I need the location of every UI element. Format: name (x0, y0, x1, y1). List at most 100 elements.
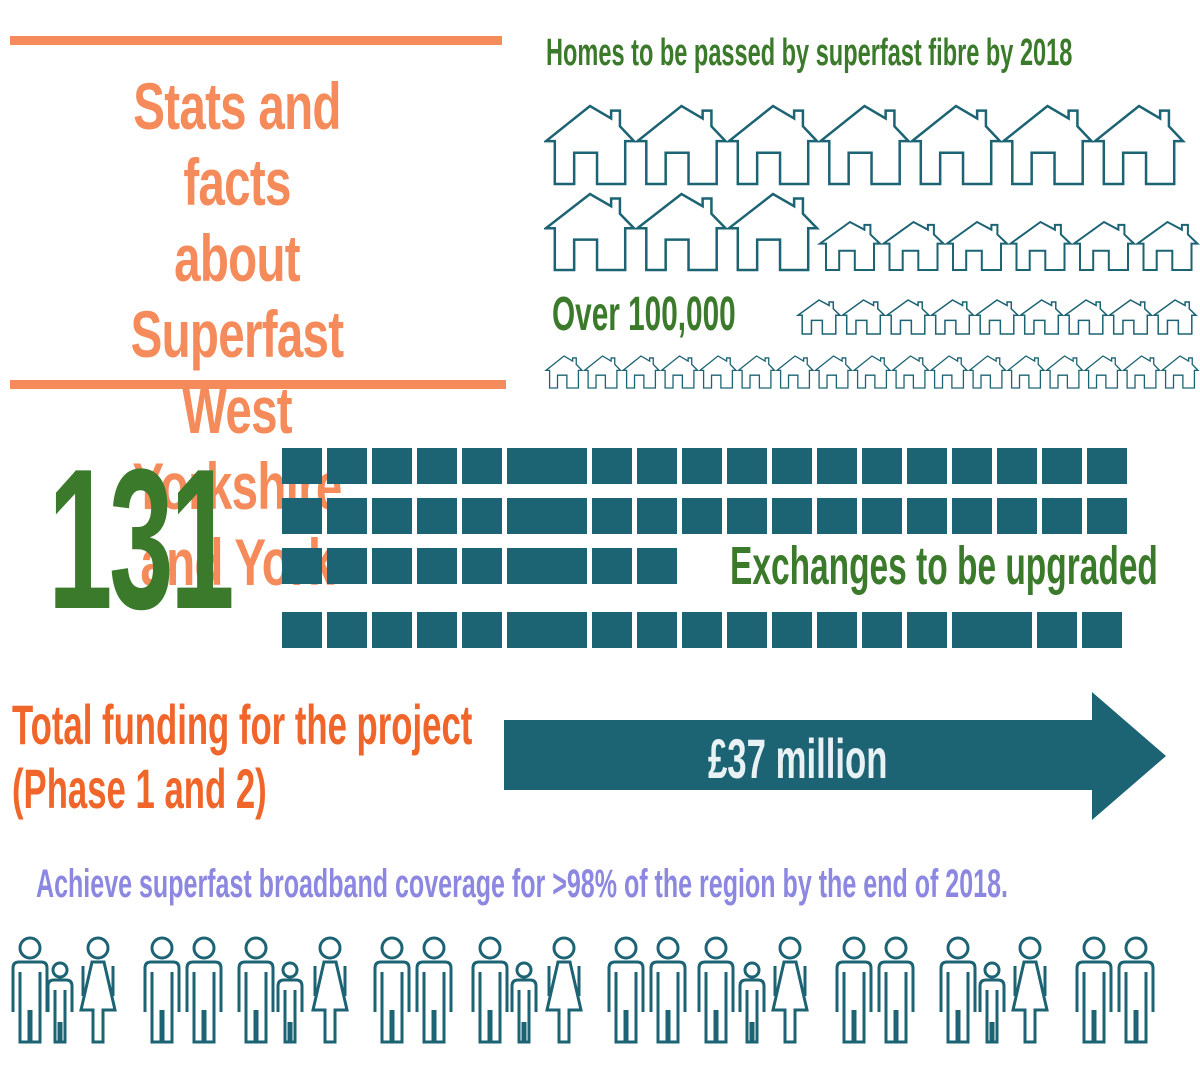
house-outline-icon (1018, 299, 1065, 335)
house-outline-icon (1091, 104, 1186, 186)
exchange-block-icon (282, 498, 322, 534)
title-top-rule (10, 36, 502, 45)
house-outline-icon (943, 220, 1010, 271)
exchange-block-icon (282, 612, 322, 648)
house-outline-icon (1083, 355, 1123, 389)
exchange-block-icon (952, 448, 992, 484)
house-outline-icon (1151, 299, 1198, 335)
house-outline-icon (736, 355, 777, 389)
person-outline-icon (738, 961, 766, 1044)
exchange-block-icon (372, 498, 412, 534)
house-outline-icon (929, 355, 969, 389)
exchange-block-icon (907, 498, 947, 534)
exchange-block-icon (952, 612, 1032, 648)
house-outline-icon (1006, 355, 1046, 389)
people-icon-row (11, 936, 1155, 1044)
house-outline-icon (852, 355, 892, 389)
exchange-block-icon (417, 548, 457, 584)
exchange-block-icon (682, 448, 722, 484)
exchange-block-icon (997, 498, 1037, 534)
person-outline-icon (939, 936, 977, 1044)
exchange-block-icon (637, 548, 677, 584)
person-outline-icon (276, 961, 304, 1044)
exchange-block-icon (372, 612, 412, 648)
house-outline-icon (633, 192, 729, 272)
person-outline-icon (1075, 936, 1113, 1044)
exchange-block-icon (462, 448, 502, 484)
exchange-block-icon (817, 448, 857, 484)
person-outline-icon (877, 936, 915, 1044)
house-outline-icon (880, 220, 947, 271)
person-outline-icon (311, 936, 349, 1044)
exchange-block-icon (462, 548, 502, 584)
house-outline-icon (908, 104, 1003, 186)
exchange-block-icon (772, 612, 812, 648)
exchange-block-icon (637, 612, 677, 648)
house-outline-icon (816, 220, 883, 271)
person-outline-icon (79, 936, 117, 1044)
house-outline-icon (725, 104, 820, 186)
exchange-block-icon (1042, 498, 1082, 534)
house-outline-icon (1107, 299, 1154, 335)
exchange-block-icon (372, 548, 412, 584)
house-outline-icon (633, 104, 729, 186)
person-outline-icon (11, 936, 49, 1044)
house-outline-icon (1121, 355, 1162, 389)
arrow-right-icon (504, 692, 1166, 820)
house-outline-icon (725, 192, 820, 272)
house-outline-icon (544, 104, 637, 186)
person-outline-icon (607, 936, 645, 1044)
house-outline-icon (1062, 299, 1109, 335)
exchange-block-icon (462, 612, 502, 648)
exchange-block-icon (682, 498, 722, 534)
house-outline-icon (840, 299, 887, 335)
house-outline-icon (1160, 355, 1200, 389)
exchange-block-icon (637, 448, 677, 484)
person-outline-icon (143, 936, 181, 1044)
exchange-block-icon (1082, 612, 1122, 648)
homes-heading: Homes to be passed by superfast fibre by… (546, 32, 1073, 74)
house-outline-icon (1134, 220, 1200, 271)
house-outline-icon (544, 192, 637, 272)
house-outline-icon (973, 299, 1020, 335)
person-outline-icon (835, 936, 873, 1044)
house-outline-icon (698, 355, 738, 389)
person-outline-icon (1117, 936, 1155, 1044)
exchange-block-icon (1037, 612, 1077, 648)
page-title: Stats and facts about Superfast West Yor… (130, 69, 344, 599)
exchange-block-icon (417, 498, 457, 534)
house-outline-icon (1044, 355, 1085, 389)
house-outline-icon (795, 299, 842, 335)
person-outline-icon (771, 936, 809, 1044)
exchange-block-icon (772, 498, 812, 534)
house-outline-icon (1070, 220, 1137, 271)
exchange-block-icon (727, 498, 767, 534)
person-outline-icon (237, 936, 275, 1044)
exchange-block-icon (592, 612, 632, 648)
house-outline-icon (582, 355, 623, 389)
exchange-block-icon (282, 448, 322, 484)
exchange-block-icon (907, 612, 947, 648)
house-outline-icon (890, 355, 931, 389)
exchange-block-icon (817, 498, 857, 534)
person-outline-icon (373, 936, 411, 1044)
exchange-block-icon (507, 498, 587, 534)
exchange-block-icon (507, 548, 587, 584)
exchange-block-icon (327, 498, 367, 534)
house-outline-icon (967, 355, 1008, 389)
exchange-block-icon (592, 448, 632, 484)
exchange-block-icon (862, 498, 902, 534)
house-outline-icon (544, 355, 584, 389)
person-outline-icon (185, 936, 223, 1044)
exchange-block-icon (682, 612, 722, 648)
exchanges-block-grid (282, 448, 1127, 648)
exchange-block-icon (727, 448, 767, 484)
homes-icon-grid (544, 104, 1200, 389)
exchange-block-icon (1042, 448, 1082, 484)
person-outline-icon (1011, 936, 1049, 1044)
funding-amount: £37 million (708, 727, 888, 790)
house-outline-icon (816, 104, 912, 186)
house-outline-icon (929, 299, 976, 335)
exchange-block-icon (372, 448, 412, 484)
house-outline-icon (1007, 220, 1074, 271)
